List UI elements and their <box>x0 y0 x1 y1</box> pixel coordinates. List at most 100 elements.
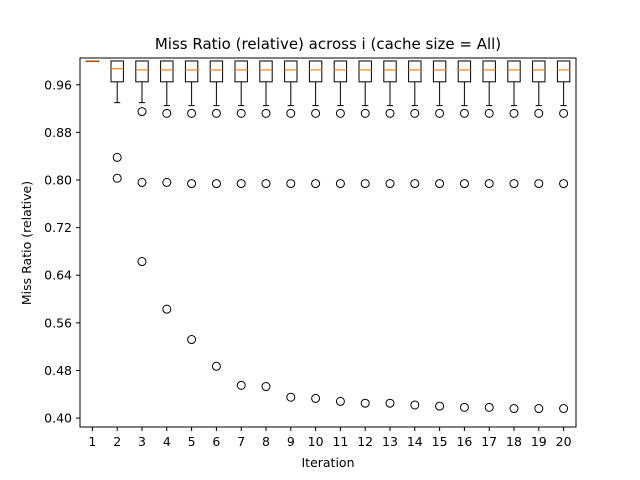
x-tick-label: 16 <box>456 434 472 449</box>
x-tick-label: 20 <box>556 434 572 449</box>
outlier-point <box>534 404 544 414</box>
outlier-point <box>534 108 544 118</box>
box-group <box>457 60 472 107</box>
box-group <box>160 60 174 107</box>
y-tick-label: 0.56 <box>44 315 72 330</box>
x-tick-label: 12 <box>357 434 373 449</box>
outlier-point <box>286 179 296 189</box>
outlier-point <box>559 404 569 414</box>
x-tick-label: 8 <box>262 434 270 449</box>
outlier-point <box>385 398 395 408</box>
outlier-point <box>236 380 246 390</box>
outlier-point <box>435 179 445 189</box>
box-group <box>85 60 100 62</box>
x-tick-label: 15 <box>432 434 448 449</box>
x-tick-label: 14 <box>407 434 423 449</box>
outlier-point <box>385 179 395 189</box>
box-group <box>308 60 323 107</box>
outlier-point <box>187 179 197 189</box>
outlier-point <box>459 402 469 412</box>
outlier-point <box>509 179 519 189</box>
outlier-point <box>484 402 494 412</box>
box-group <box>110 60 124 104</box>
x-tick-label: 9 <box>287 434 295 449</box>
outlier-point <box>410 400 420 410</box>
y-axis-title: Miss Ratio (relative) <box>19 181 34 305</box>
boxes-layer <box>85 60 571 107</box>
outlier-point <box>311 108 321 118</box>
outlier-point <box>360 398 370 408</box>
outlier-point <box>286 108 296 118</box>
chart-title: Miss Ratio (relative) across i (cache si… <box>155 35 501 53</box>
outlier-point <box>335 108 345 118</box>
box-group <box>482 60 496 107</box>
outlier-point <box>211 179 221 189</box>
x-tick-label: 19 <box>531 434 547 449</box>
outlier-point <box>385 108 395 118</box>
fliers-layer <box>112 107 569 414</box>
y-tick-label: 0.48 <box>44 363 72 378</box>
outlier-point <box>137 107 147 117</box>
plot-area <box>79 57 577 428</box>
box-iqr <box>110 60 124 83</box>
outlier-point <box>360 179 370 189</box>
box-group <box>383 60 397 107</box>
box-iqr <box>160 60 174 83</box>
box-iqr <box>333 60 348 83</box>
outlier-point <box>162 177 172 187</box>
outlier-point <box>559 108 569 118</box>
outlier-point <box>559 179 569 189</box>
axes-frame <box>79 57 577 428</box>
box-iqr <box>358 60 372 83</box>
box-iqr <box>482 60 496 83</box>
x-tick-label: 18 <box>506 434 522 449</box>
outlier-point <box>211 108 221 118</box>
outlier-point <box>236 179 246 189</box>
outlier-point <box>509 404 519 414</box>
outlier-point <box>484 108 494 118</box>
outlier-point <box>335 179 345 189</box>
box-iqr <box>532 60 546 83</box>
outlier-point <box>410 108 420 118</box>
y-tick-label: 0.88 <box>44 125 72 140</box>
outlier-point <box>459 179 469 189</box>
outlier-point <box>534 179 544 189</box>
outlier-point <box>137 177 147 187</box>
y-tick-label: 0.96 <box>44 77 72 92</box>
outlier-point <box>509 108 519 118</box>
box-group <box>234 60 248 107</box>
x-tick-label: 2 <box>113 434 121 449</box>
outlier-point <box>360 108 370 118</box>
outlier-point <box>211 361 221 371</box>
outlier-point <box>112 152 122 162</box>
outlier-point <box>162 108 172 118</box>
outlier-point <box>261 382 271 392</box>
x-tick-label: 5 <box>188 434 196 449</box>
box-iqr <box>432 60 447 83</box>
x-tick-label: 7 <box>237 434 245 449</box>
y-axis: 0.40 0.48 0.56 0.64 0.72 0.80 0.88 0.96 <box>44 77 80 426</box>
outlier-point <box>261 108 271 118</box>
outlier-point <box>137 257 147 267</box>
box-iqr <box>408 60 422 83</box>
outlier-point <box>335 396 345 406</box>
box-iqr <box>209 60 224 83</box>
box-iqr <box>135 60 149 83</box>
y-tick-label: 0.64 <box>44 268 72 283</box>
x-tick-label: 11 <box>332 434 348 449</box>
box-group <box>408 60 422 107</box>
box-iqr <box>507 60 521 83</box>
outlier-point <box>459 108 469 118</box>
box-iqr <box>556 60 571 83</box>
y-tick-label: 0.40 <box>44 411 72 426</box>
outlier-point <box>187 108 197 118</box>
box-group <box>432 60 447 107</box>
x-axis-title: Iteration <box>301 455 354 470</box>
outlier-point <box>311 179 321 189</box>
outlier-point <box>410 179 420 189</box>
box-group <box>507 60 521 107</box>
box-group <box>284 60 298 107</box>
x-tick-label: 3 <box>138 434 146 449</box>
